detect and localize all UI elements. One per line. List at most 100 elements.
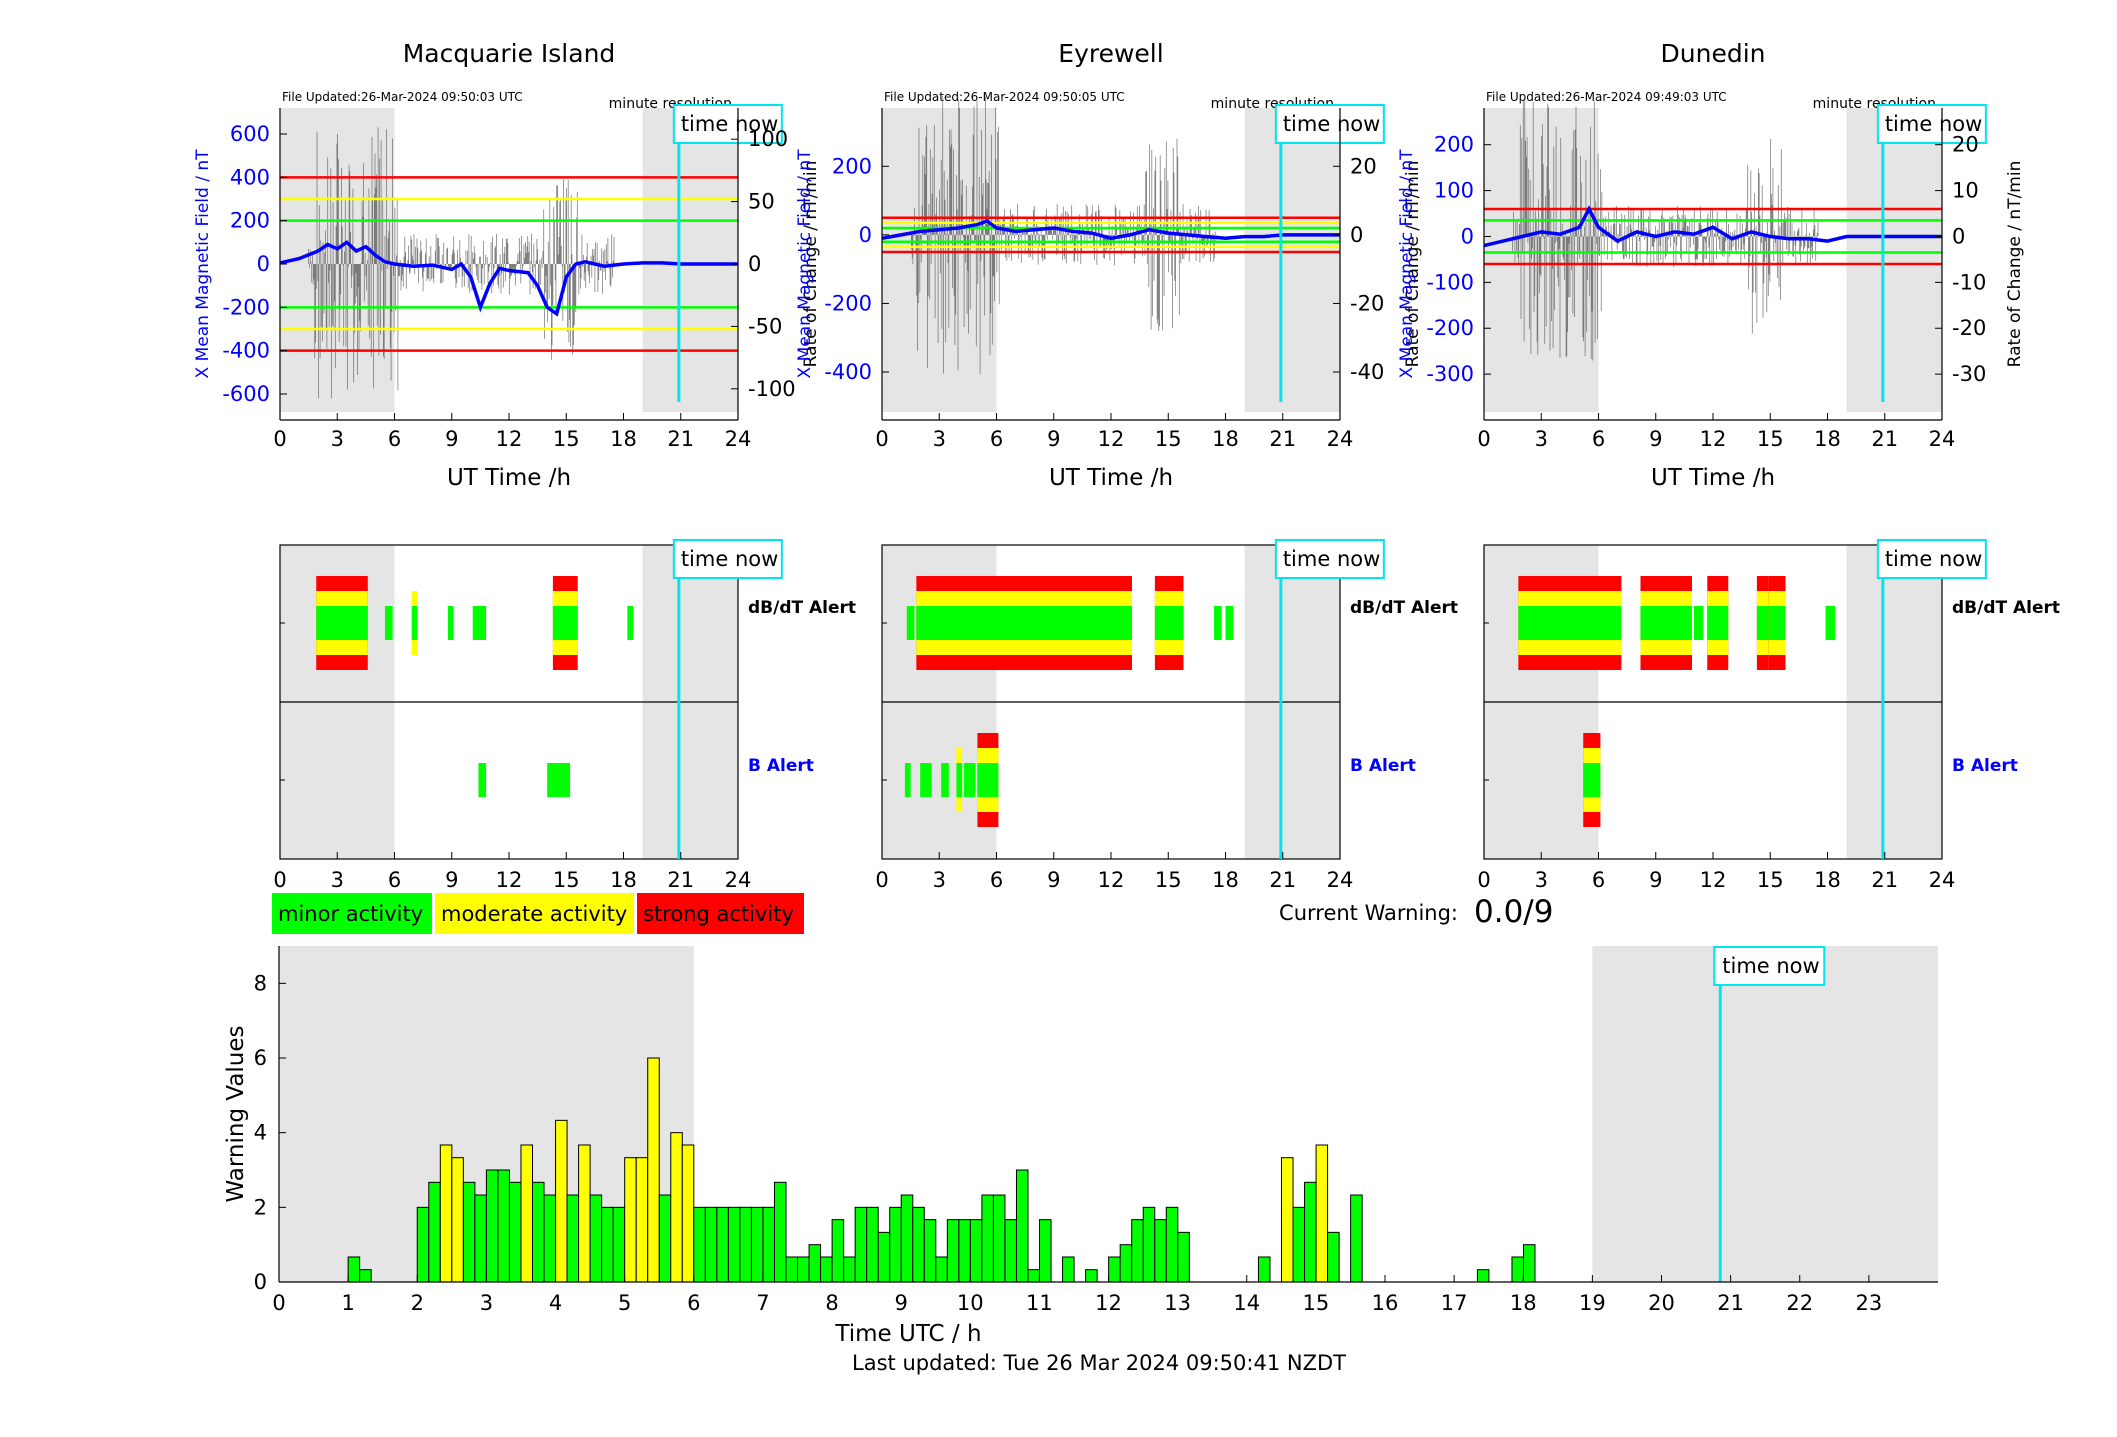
time-now-box (1876, 539, 1987, 579)
dbdt-alert-block (316, 606, 368, 640)
left-y-label: X Mean Magnetic Field / nT (193, 149, 213, 379)
x-tick-label: 1 (341, 1291, 354, 1315)
warning-bar (428, 1181, 441, 1283)
x-tick-label: 9 (894, 1291, 907, 1315)
time-now-box (1274, 539, 1385, 579)
x-tick-label: 3 (1535, 427, 1548, 451)
alert-panel-1: time now dB/dT Alert B Alert 0 3 6 9 12 15 18 21 24 (875, 539, 1458, 892)
time-now-box (1274, 104, 1385, 144)
left-tick-label: 200 (230, 209, 270, 233)
b-alert-label: B Alert (1350, 756, 1416, 776)
x-tick-label: 15 (1303, 1291, 1330, 1315)
dbdt-alert-block (447, 606, 454, 640)
file-updated-text: File Updated:26-Mar-2024 09:50:03 UTC (282, 90, 523, 104)
activity-legend: minor activity moderate activity strong ac… (272, 893, 1553, 934)
left-tick-label: -400 (824, 360, 872, 384)
x-tick-label: 6 (1592, 427, 1605, 451)
warning-bar (1315, 1144, 1329, 1283)
left-tick-label: -400 (222, 339, 270, 363)
warning-bar (854, 1206, 868, 1283)
right-tick-label: -30 (1952, 362, 1986, 386)
warning-bar (508, 1181, 522, 1283)
x-tick-label: 12 (1095, 1291, 1122, 1315)
warning-bar (658, 1194, 672, 1283)
x-tick-label: 15 (553, 868, 580, 892)
shaded-region (1846, 108, 1942, 412)
x-tick-label: 8 (825, 1291, 838, 1315)
station-panel-1: Eyrewell File Updated:26-Mar-2024 09:50:0… (795, 39, 1423, 491)
warning-bar (1027, 1269, 1041, 1283)
x-tick-label: 3 (1535, 868, 1548, 892)
warning-bar (635, 1157, 649, 1283)
x-tick-label: 21 (667, 427, 694, 451)
station-title: Macquarie Island (403, 39, 616, 68)
warning-bar (1292, 1206, 1306, 1283)
x-tick-label: 2 (411, 1291, 424, 1315)
time-now-label: time now (1885, 547, 1982, 571)
dbdt-alert-block (916, 606, 1132, 640)
warning-bar (612, 1206, 626, 1283)
x-tick-label: 20 (1648, 1291, 1675, 1315)
x-tick-label: 24 (1327, 427, 1354, 451)
left-tick-label: 0 (859, 223, 872, 247)
x-tick-label: 0 (875, 427, 888, 451)
legend-label-2: strong activity (643, 902, 794, 926)
dbdt-alert-block (906, 606, 915, 640)
warning-bar (462, 1181, 476, 1283)
legend-swatch-0 (272, 893, 432, 934)
y-tick-label: 4 (254, 1121, 267, 1145)
left-tick-label: -200 (1426, 316, 1474, 340)
x-tick-label: 12 (496, 868, 523, 892)
x-tick-label: 21 (1269, 868, 1296, 892)
b-alert-block (964, 763, 976, 797)
station-title: Dunedin (1661, 39, 1766, 68)
x-tick-label: 6 (687, 1291, 700, 1315)
warning-bar (1142, 1206, 1156, 1283)
rate-of-change-trace (1512, 100, 1819, 361)
warning-bar (785, 1256, 799, 1283)
right-tick-label: 20 (1952, 133, 1979, 157)
warning-bar (992, 1194, 1006, 1283)
warning-bar (1327, 1231, 1340, 1283)
left-tick-label: -200 (824, 291, 872, 315)
b-alert-block (941, 763, 949, 797)
warning-bar (889, 1206, 902, 1283)
left-tick-label: -600 (222, 382, 270, 406)
x-tick-label: 0 (1477, 427, 1490, 451)
x-tick-label: 12 (1700, 427, 1727, 451)
x-tick-label: 9 (445, 868, 458, 892)
warning-bar (589, 1194, 603, 1283)
legend-label-0: minor activity (278, 902, 423, 926)
time-now-label: time now (681, 547, 778, 571)
left-tick-label: -300 (1426, 362, 1474, 386)
x-tick-label: 6 (1592, 868, 1605, 892)
x-tick-label: 21 (667, 868, 694, 892)
right-tick-label: -10 (1952, 270, 1986, 294)
x-tick-label: 18 (1510, 1291, 1537, 1315)
time-now-box (672, 539, 783, 579)
x-tick-label: 7 (756, 1291, 769, 1315)
left-tick-label: -200 (222, 295, 270, 319)
warning-bar (1154, 1219, 1167, 1283)
x-tick-label: 19 (1579, 1291, 1606, 1315)
b-alert-label: B Alert (748, 756, 814, 776)
x-tick-label: 22 (1786, 1291, 1813, 1315)
right-tick-label: 0 (748, 252, 761, 276)
x-tick-label: 24 (725, 868, 752, 892)
y-tick-label: 6 (254, 1046, 267, 1070)
warning-bar (958, 1219, 971, 1283)
warning-bar (866, 1206, 879, 1283)
x-tick-label: 24 (1327, 868, 1354, 892)
dbdt-alert-block (1825, 606, 1836, 640)
x-tick-label: 9 (1649, 427, 1662, 451)
x-tick-label: 3 (933, 427, 946, 451)
left-tick-label: -100 (1426, 270, 1474, 294)
right-tick-label: 20 (1350, 154, 1377, 178)
x-tick-label: 3 (480, 1291, 493, 1315)
warning-bar (1062, 1256, 1075, 1283)
warning-bar (1004, 1219, 1017, 1283)
x-tick-label: 4 (549, 1291, 562, 1315)
warning-bar (1119, 1244, 1133, 1283)
warning-bar (912, 1206, 925, 1283)
left-y-label: X Mean Magnetic Field / nT (795, 149, 815, 379)
